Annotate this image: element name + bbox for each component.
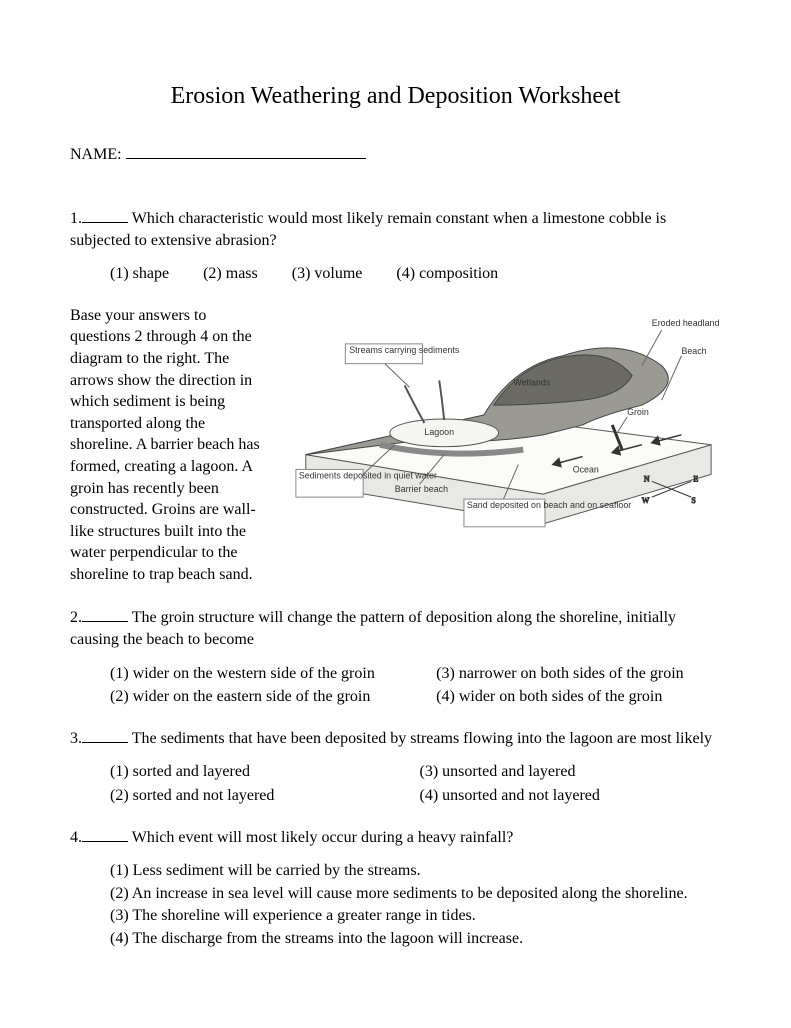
q2-answer-blank[interactable] — [82, 605, 128, 622]
q4-text: Which event will most likely occur durin… — [128, 829, 513, 846]
page-title: Erosion Weathering and Deposition Worksh… — [70, 80, 721, 112]
q4-number: 4. — [70, 829, 82, 846]
q2-opt-2: (2) wider on the eastern side of the gro… — [110, 686, 412, 708]
q4-options: (1) Less sediment will be carried by the… — [110, 860, 721, 949]
q2-number: 2. — [70, 609, 82, 626]
coastal-diagram: E S W N Streams carrying sediments Erode… — [286, 305, 721, 535]
q3-opt-4: (4) unsorted and not layered — [420, 785, 722, 807]
q1-opt-3: (3) volume — [292, 263, 363, 285]
q3-opt-3: (3) unsorted and layered — [420, 761, 722, 783]
name-label: NAME: — [70, 146, 122, 163]
question-2: 2. The groin structure will change the p… — [70, 605, 721, 650]
q4-opt-2: (2) An increase in sea level will cause … — [110, 885, 688, 902]
q4-opt-2-wrap: (2) An increase in sea level will cause … — [70, 883, 721, 905]
label-wetlands: Wetlands — [513, 377, 550, 387]
name-blank[interactable] — [126, 142, 366, 159]
compass-s: S — [691, 496, 695, 505]
label-ocean: Ocean — [573, 464, 599, 474]
q2-opt-4: (4) wider on both sides of the groin — [436, 686, 721, 708]
q1-opt-1: (1) shape — [110, 263, 169, 285]
q2-opt-3: (3) narrower on both sides of the groin — [436, 663, 721, 685]
q2-options: (1) wider on the western side of the gro… — [110, 663, 721, 708]
question-4: 4. Which event will most likely occur du… — [70, 825, 721, 849]
q1-opt-4: (4) composition — [396, 263, 498, 285]
q2-opt-1: (1) wider on the western side of the gro… — [110, 663, 412, 685]
label-headland: Eroded headland — [652, 318, 720, 328]
q4-opt-4: (4) The discharge from the streams into … — [110, 928, 721, 950]
label-sediments: Sediments deposited in quiet water — [299, 470, 437, 480]
question-3: 3. The sediments that have been deposite… — [70, 726, 721, 750]
q3-opt-2: (2) sorted and not layered — [110, 785, 396, 807]
q2-text: The groin structure will change the patt… — [70, 609, 676, 648]
q1-text: Which characteristic would most likely r… — [70, 210, 666, 249]
diagram-intro-text: Base your answers to questions 2 through… — [70, 305, 270, 586]
q4-opt-3: (3) The shoreline will experience a grea… — [110, 905, 721, 927]
q4-answer-blank[interactable] — [82, 825, 128, 842]
compass-n: N — [644, 474, 650, 483]
compass-e: E — [693, 474, 698, 483]
label-groin: Groin — [627, 407, 649, 417]
label-streams: Streams carrying sediments — [349, 345, 460, 355]
q4-opt-1: (1) Less sediment will be carried by the… — [110, 860, 721, 882]
compass-w: W — [642, 496, 650, 505]
name-field-row: NAME: — [70, 142, 721, 166]
q1-options: (1) shape (2) mass (3) volume (4) compos… — [110, 263, 721, 285]
q3-text: The sediments that have been deposited b… — [128, 730, 712, 747]
label-sand: Sand deposited on beach and on seafloor — [467, 500, 631, 510]
label-barrier: Barrier beach — [395, 484, 448, 494]
q1-number: 1. — [70, 210, 82, 227]
question-1: 1. Which characteristic would most likel… — [70, 206, 721, 251]
label-beach: Beach — [681, 346, 706, 356]
q3-number: 3. — [70, 730, 82, 747]
q1-opt-2: (2) mass — [203, 263, 258, 285]
q3-opt-1: (1) sorted and layered — [110, 761, 396, 783]
q3-answer-blank[interactable] — [82, 726, 128, 743]
q1-answer-blank[interactable] — [82, 206, 128, 223]
label-lagoon: Lagoon — [424, 427, 454, 437]
q3-options: (1) sorted and layered (3) unsorted and … — [110, 761, 721, 806]
